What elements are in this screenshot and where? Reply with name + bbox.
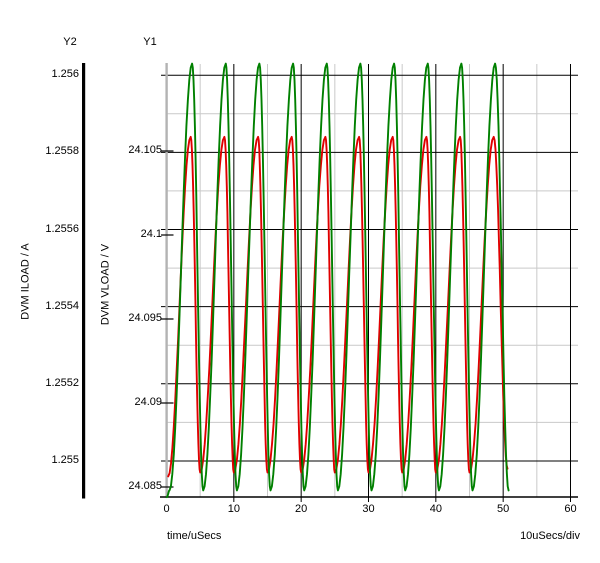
- dvm-vload-trace: [165, 62, 510, 499]
- x-tick-label: 10: [227, 502, 240, 515]
- x-tick-label: 30: [362, 502, 375, 515]
- y2-tick-label: 1.2556: [45, 222, 79, 235]
- y2-tick-label: 1.256: [51, 68, 79, 81]
- y1-axis-line: [165, 63, 168, 498]
- y1-tick-label: 24.095: [128, 312, 162, 324]
- x-tick-label: 0: [163, 502, 170, 515]
- x-axis-per-div: 10uSecs/div: [520, 530, 580, 542]
- x-tick-label: 60: [564, 502, 577, 515]
- y1-tick-label: 24.1: [140, 228, 162, 240]
- x-axis-label: time/uSecs: [167, 530, 222, 542]
- y1-axis-title: Y1: [143, 36, 157, 48]
- y2-tick-label: 1.2554: [45, 299, 79, 312]
- y2-tick-label: 1.255: [51, 453, 79, 466]
- x-tick-label: 50: [497, 502, 510, 515]
- y2-tick-label: 1.2558: [45, 145, 79, 158]
- y2-axis-title: Y2: [63, 36, 77, 48]
- x-tick-label: 40: [429, 502, 442, 515]
- y2-axis-line: [82, 63, 86, 499]
- y1-tick-label: 24.09: [134, 396, 162, 408]
- y1-tick-label: 24.085: [128, 480, 162, 492]
- y1-tick-label: 24.105: [128, 144, 162, 156]
- y2-tick-label: 1.2552: [45, 376, 79, 389]
- x-tick-label: 20: [295, 502, 308, 515]
